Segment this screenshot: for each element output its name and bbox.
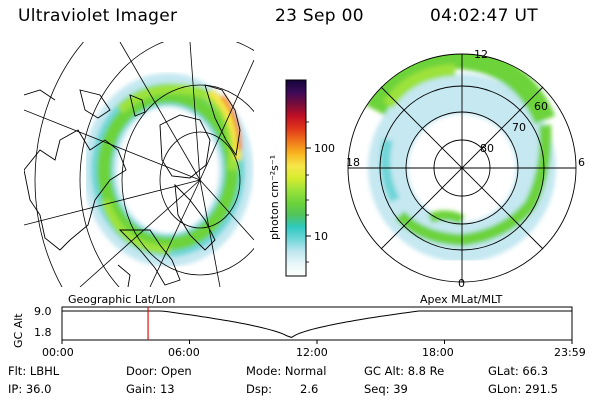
ip-info: IP: 36.0 <box>8 382 52 396</box>
geographic-map <box>24 42 254 287</box>
colorbar-tick-10: 10 <box>314 230 328 243</box>
date-label: 23 Sep 00 <box>275 6 364 26</box>
altitude-xtick-0: 00:00 <box>42 346 74 359</box>
mlt-label-18: 18 <box>346 156 360 169</box>
filter-info: Flt: LBHL <box>8 364 60 378</box>
gc-alt-info: GC Alt: 8.8 Re <box>364 364 445 378</box>
mlat-label-60: 60 <box>534 100 548 113</box>
mlat-label-80: 80 <box>480 142 494 155</box>
door-info: Door: Open <box>126 364 192 378</box>
colorbar-unit-label: photon cm⁻²s⁻¹ <box>268 155 281 240</box>
mode-info: Mode: Normal <box>246 364 327 378</box>
altitude-curve <box>62 310 572 338</box>
geographic-label: Geographic Lat/Lon <box>68 293 176 306</box>
time-label: 04:02:47 UT <box>430 6 538 26</box>
mlt-label-12: 12 <box>474 48 488 61</box>
mlat-label-70: 70 <box>512 121 526 134</box>
altitude-ylabel: GC Alt <box>12 313 25 348</box>
colorbar: 100 10 photon cm⁻²s⁻¹ <box>268 79 335 277</box>
aurora-oval-geographic <box>83 73 253 267</box>
glon-info: GLon: 291.5 <box>488 382 558 396</box>
magnetic-polar-plot: 12 0 18 6 60 70 80 <box>346 48 585 290</box>
apex-label: Apex MLat/MLT <box>420 293 503 306</box>
gain-info: Gain: 13 <box>126 382 175 396</box>
glat-info: GLat: 66.3 <box>488 364 549 378</box>
altitude-xtick-3: 18:00 <box>422 346 454 359</box>
altitude-ytick-high: 9.0 <box>34 305 52 318</box>
seq-info: Seq: 39 <box>364 382 408 396</box>
mlt-label-6: 6 <box>578 156 585 169</box>
altitude-ytick-low: 1.8 <box>34 326 52 339</box>
dsp-value: 2.6 <box>300 382 319 396</box>
instrument-title: Ultraviolet Imager <box>18 6 178 26</box>
altitude-xtick-1: 06:00 <box>168 346 200 359</box>
dsp-label: Dsp: <box>246 382 273 396</box>
altitude-xtick-4: 23:59 <box>554 346 586 359</box>
colorbar-tick-100: 100 <box>314 142 335 155</box>
altitude-plot: GC Alt 9.0 1.8 <box>12 305 573 348</box>
altitude-xtick-2: 12:00 <box>296 346 328 359</box>
mlt-label-0: 0 <box>458 277 465 290</box>
